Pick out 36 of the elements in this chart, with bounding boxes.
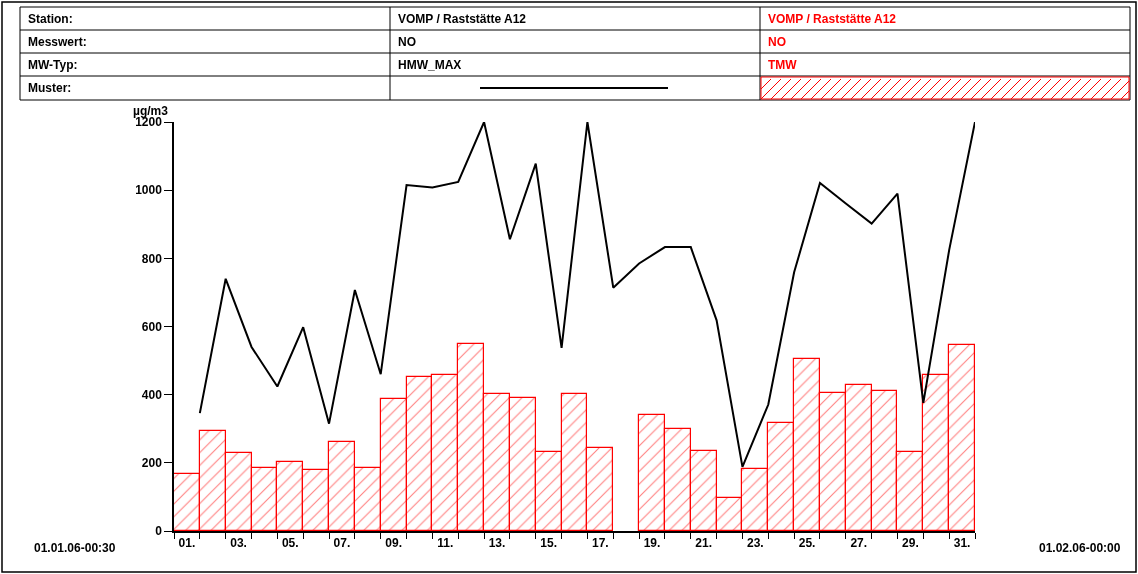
x-tick-label: 17.	[592, 536, 609, 551]
line-series	[198, 122, 975, 468]
text: Station:	[28, 12, 73, 26]
x-tick-label: 01.	[178, 536, 196, 551]
y-tick-label: 800	[141, 251, 163, 266]
text: HMW_MAX	[398, 58, 462, 72]
text: VOMP / Raststätte A12	[768, 12, 897, 26]
y-axis-title: µg/m3	[133, 104, 169, 118]
x-tick-label: 27.	[850, 536, 868, 551]
text: Muster:	[28, 81, 72, 95]
x-tick-label: 19.	[643, 536, 661, 551]
x-tick-label: 25.	[798, 536, 816, 551]
x-tick-label: 13.	[488, 536, 506, 551]
y-tick-label: 0	[155, 524, 163, 539]
text: VOMP / Raststätte A12	[398, 12, 527, 26]
text: TMW	[768, 58, 798, 72]
x-tick-label: 31.	[953, 536, 971, 551]
text: NO	[398, 35, 416, 49]
x-tick-label: 15.	[540, 536, 557, 551]
x-tick-label: 09.	[385, 536, 402, 551]
y-tick-label: 1000	[135, 183, 163, 198]
y-tick-label: 400	[141, 387, 163, 402]
text: 01.01.06-00:30	[34, 541, 116, 555]
text: MW-Typ:	[28, 58, 78, 72]
x-tick-label: 21.	[695, 536, 713, 551]
x-tick-label: 07.	[333, 536, 351, 551]
text: NO	[768, 35, 786, 49]
y-tick-label: 200	[141, 456, 163, 471]
x-tick-label: 23.	[747, 536, 764, 551]
x-tick-label: 05.	[281, 536, 299, 551]
x-tick-label: 11.	[437, 536, 454, 551]
x-tick-label: 03.	[230, 536, 247, 551]
text: 01.02.06-00:00	[1039, 541, 1121, 555]
y-tick-label: 600	[141, 319, 163, 334]
x-tick-label: 29.	[902, 536, 919, 551]
text: Messwert:	[28, 35, 87, 49]
